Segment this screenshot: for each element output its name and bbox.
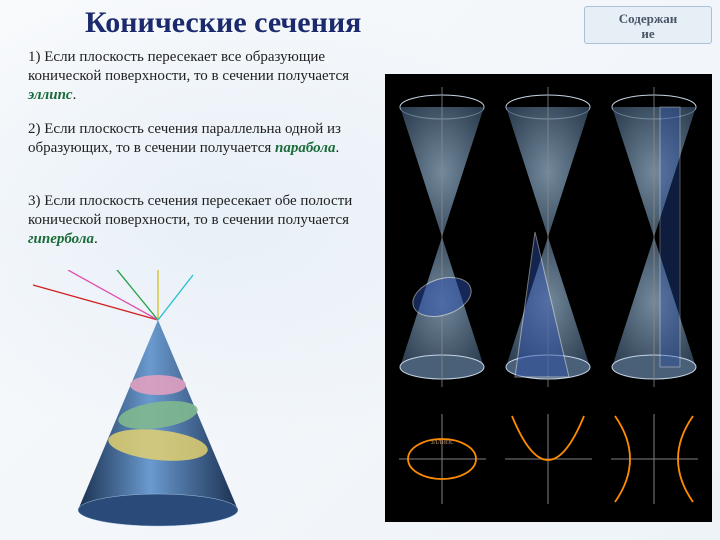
toc-button-label: Содержан ие xyxy=(619,11,678,41)
curve-parabola xyxy=(497,404,600,514)
curve-ellipse: эллипс xyxy=(391,404,494,514)
slide-title: Конические сечения xyxy=(85,6,361,40)
paragraph-3: 3) Если плоскость сечения пересекает обе… xyxy=(28,192,388,248)
p3-num: 3) xyxy=(28,193,41,209)
p2-num: 2) xyxy=(28,121,41,137)
cone-hyperbola xyxy=(603,82,706,392)
curve-hyperbola xyxy=(603,404,706,514)
left-cone-diagram xyxy=(18,270,248,530)
p1-term: эллипс xyxy=(28,87,73,103)
p1-text: Если плоскость пересекает все образующие… xyxy=(28,49,349,84)
conic-sections-panel: эллипс xyxy=(385,74,712,522)
cone-ellipse xyxy=(391,82,494,392)
toc-button[interactable]: Содержан ие xyxy=(584,6,712,44)
paragraph-1: 1) Если плоскость пересекает все образую… xyxy=(28,48,388,104)
p2-term: парабола xyxy=(275,140,335,156)
svg-text:эллипс: эллипс xyxy=(430,437,454,446)
cone-parabola xyxy=(497,82,600,392)
p3-text: Если плоскость сечения пересекает обе по… xyxy=(28,193,352,228)
p1-num: 1) xyxy=(28,49,41,65)
paragraph-2: 2) Если плоскость сечения параллельна од… xyxy=(28,120,388,158)
p3-term: гипербола xyxy=(28,231,94,247)
